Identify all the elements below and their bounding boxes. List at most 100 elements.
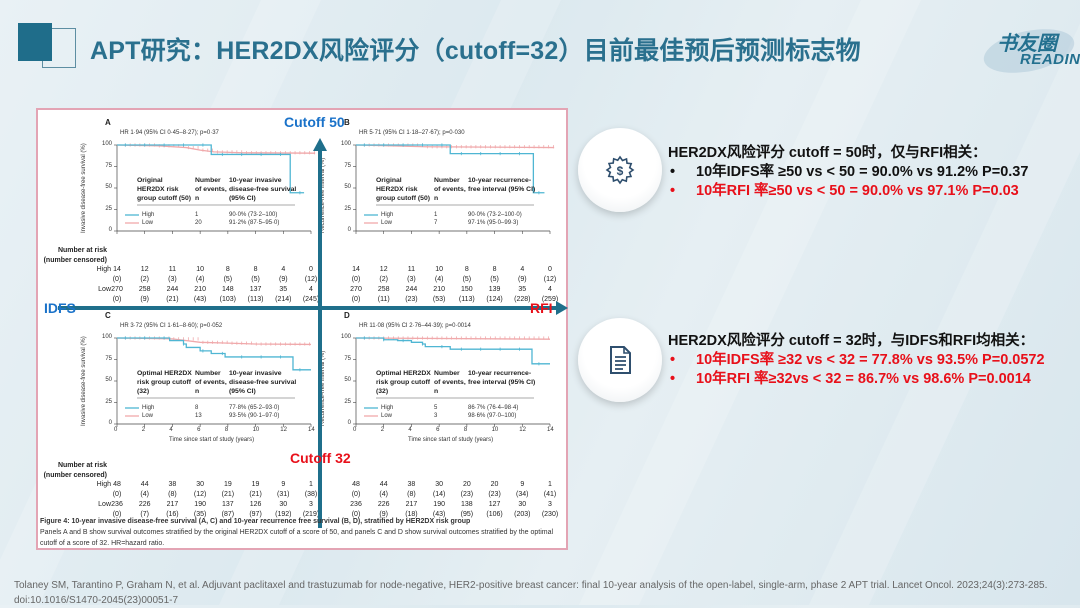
km-plot <box>114 143 316 234</box>
legend-header: Number of events, n <box>195 177 227 202</box>
x-tick-label: 8 <box>463 427 468 433</box>
censored-count: (245) <box>302 296 320 303</box>
risk-count: 210 <box>194 286 206 293</box>
legend-events: 3 <box>434 413 438 419</box>
legend-header: Number of events, n <box>434 177 466 202</box>
legend-header: 10-year recurrence-free interval (95% CI… <box>468 177 536 193</box>
finding-cutoff-50: HER2DX风险评分 cutoff = 50时，仅与RFI相关： • 10年IDF… <box>668 144 1028 201</box>
risk-count: 8 <box>253 266 258 273</box>
risk-count: 226 <box>138 501 151 508</box>
risk-count: 148 <box>222 286 234 293</box>
censored-count: (230) <box>541 511 559 518</box>
risk-count: 48 <box>113 481 121 488</box>
icon-circle: $ <box>578 128 662 212</box>
finding-heading: HER2DX风险评分 cutoff = 50时，仅与RFI相关： <box>668 145 987 161</box>
risk-count: 14 <box>352 266 360 273</box>
risk-count: 190 <box>433 501 445 508</box>
logo-cn: 书友圈 <box>997 33 1057 55</box>
censored-count: (4) <box>195 276 205 283</box>
finding-heading: HER2DX风险评分 cutoff = 32时，与IDFS和RFI均相关： <box>668 333 1035 349</box>
rfi-label: RFI <box>530 300 553 316</box>
censored-count: (0) <box>351 491 361 498</box>
risk-count: 19 <box>251 481 260 488</box>
censored-count: (34) <box>516 491 529 498</box>
x-tick-label: 0 <box>114 427 118 433</box>
legend-rate: 90·0% (73·2–100·0) <box>468 212 522 218</box>
legend-group: High <box>381 212 394 218</box>
censored-count: (4) <box>434 276 444 283</box>
finding-item: • 10年IDFS率 ≥50 vs < 50 = 90.0% vs 91.2% P… <box>668 163 1028 182</box>
risk-count: 236 <box>111 501 123 508</box>
panel-letter: C <box>105 311 111 320</box>
censored-count: (12) <box>304 276 318 283</box>
risk-count: 12 <box>379 266 388 273</box>
y-axis-label: Invasive disease-free survival (%) <box>81 336 87 426</box>
legend-rate: 98·6% (97·0–100) <box>468 413 517 419</box>
censored-count: (12) <box>193 491 207 498</box>
censored-count: (41) <box>543 491 557 498</box>
x-tick-label: 0 <box>353 427 357 433</box>
km-curve-high <box>356 144 545 194</box>
km-plot <box>114 336 312 427</box>
risk-count: 150 <box>461 286 473 293</box>
x-tick-label: 12 <box>280 427 287 433</box>
risk-count: 30 <box>435 481 444 488</box>
y-tick-label: 100 <box>340 334 351 340</box>
finding-text: 10年IDFS率 ≥50 vs < 50 = 90.0% vs 91.2% P=… <box>696 164 1029 180</box>
risk-count: 190 <box>194 501 206 508</box>
censored-count: (31) <box>277 491 290 498</box>
risk-count: 38 <box>407 481 416 488</box>
cutoff-32-label: Cutoff 32 <box>290 450 351 466</box>
arrow-up-icon <box>313 138 327 151</box>
censored-count: (259) <box>541 296 559 303</box>
x-tick-label: 4 <box>408 427 412 433</box>
finding-item: • 10年IDFS率 ≥32 vs < 32 = 77.8% vs 93.5% P… <box>668 351 1045 370</box>
censored-count: (0) <box>112 276 122 283</box>
legend-rate: 77·8% (65·2–93·0) <box>229 405 280 411</box>
risk-count: 14 <box>113 266 121 273</box>
y-tick-label: 25 <box>344 398 351 405</box>
legend-header: Optimal HER2DX risk group cutoff (32) <box>137 370 192 395</box>
x-tick-label: 14 <box>308 427 315 433</box>
censored-count: (0) <box>351 511 361 518</box>
y-tick-label: 50 <box>344 377 351 383</box>
km-curve-high <box>356 337 550 365</box>
y-tick-label: 0 <box>108 420 112 426</box>
censored-count: (38) <box>304 491 318 498</box>
censored-count: (97) <box>249 511 262 518</box>
km-curve-high <box>117 144 305 194</box>
censored-count: (43) <box>193 296 207 303</box>
bullet: • <box>670 371 676 387</box>
legend-events: 8 <box>195 405 199 411</box>
legend-events: 1 <box>195 212 199 218</box>
censored-count: (228) <box>514 296 531 303</box>
risk-count: 4 <box>281 266 286 273</box>
x-tick-label: 8 <box>224 427 229 433</box>
km-panel-d: D HR 11·08 (95% CI 2·76–44·39); p=0·0014 R… <box>320 311 558 518</box>
finding-text: 10年RFI 率≥32vs < 32 = 86.7% vs 98.6% P=0.… <box>696 371 1031 387</box>
risk-count: 270 <box>111 286 123 293</box>
censored-count: (0) <box>112 296 122 303</box>
legend-header: Number of events, n <box>434 370 466 395</box>
panel-letter: B <box>344 118 350 127</box>
censored-count: (103) <box>219 296 237 303</box>
censored-count: (8) <box>407 491 416 498</box>
risk-count: 138 <box>461 501 473 508</box>
idfs-label: IDFS <box>44 300 76 316</box>
censored-count: (3) <box>168 276 177 283</box>
y-tick-label: 100 <box>101 141 112 147</box>
censored-count: (9) <box>518 276 527 283</box>
km-curve-low <box>116 337 312 346</box>
panel-letter: A <box>105 118 111 127</box>
risk-count: 139 <box>488 286 501 293</box>
risk-count: 20 <box>462 481 471 488</box>
km-curve-low <box>355 337 551 340</box>
censored-count: (124) <box>486 296 503 303</box>
censored-count: (9) <box>140 296 149 303</box>
risk-count: 8 <box>225 266 230 273</box>
censored-count: (5) <box>462 276 472 283</box>
risk-count: 127 <box>488 501 501 508</box>
censored-count: (11) <box>377 296 390 303</box>
censored-count: (4) <box>379 491 388 498</box>
hazard-ratio-text: HR 3·72 (95% CI 1·61–8·60); p=0·052 <box>120 323 223 329</box>
